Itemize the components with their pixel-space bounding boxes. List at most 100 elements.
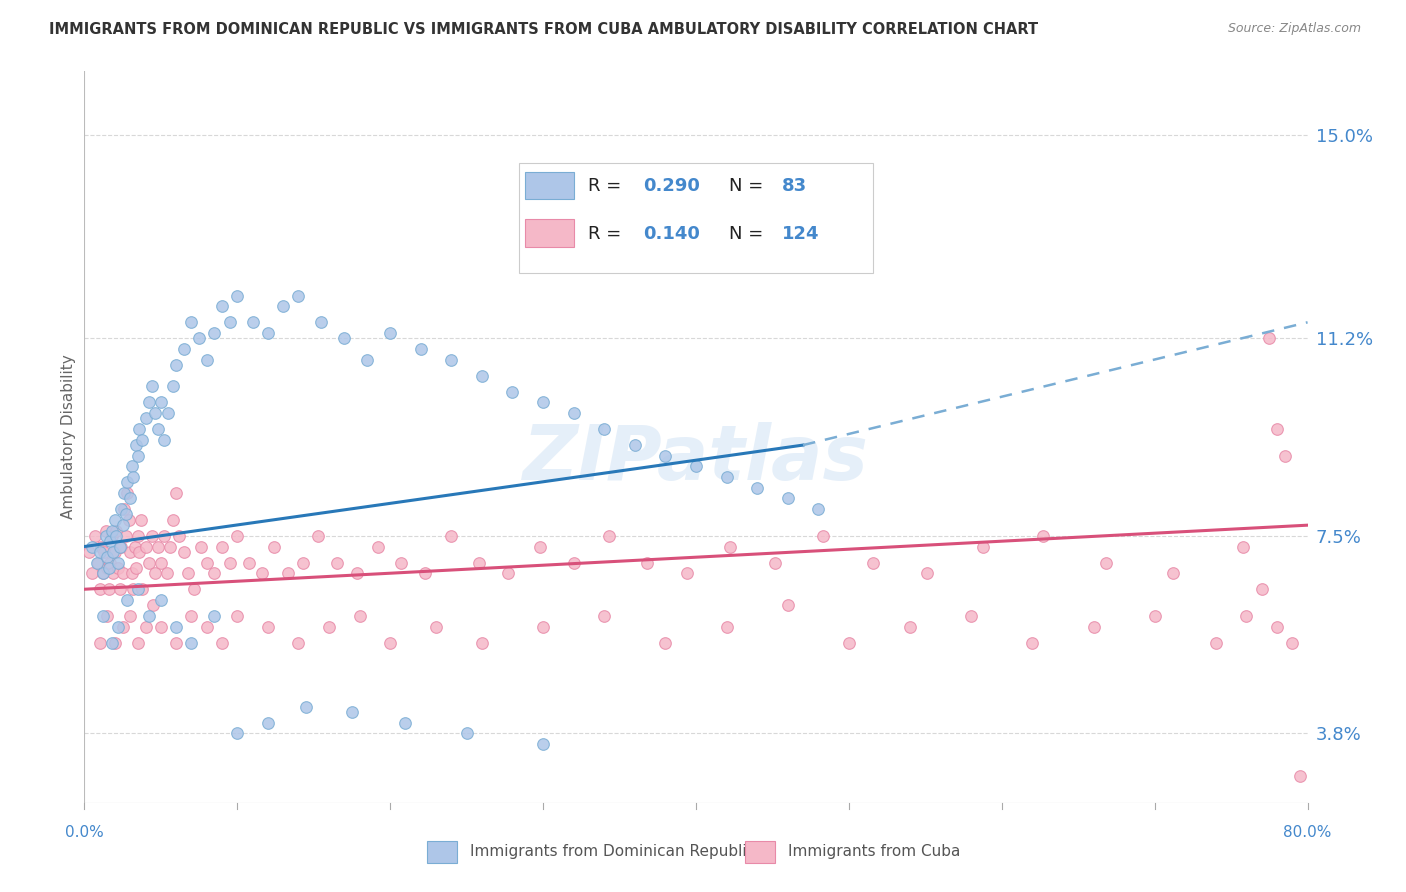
Point (531, 737, 554, 751)
Point (121, 459, 143, 474)
Point (307, 529, 329, 543)
Point (141, 529, 163, 543)
Point (380, 326, 402, 340)
Point (120, 609, 142, 624)
Point (162, 379, 184, 393)
FancyBboxPatch shape (519, 163, 873, 273)
Point (131, 433, 153, 447)
Point (115, 486, 138, 500)
Point (1083, 619, 1105, 633)
Point (107, 556, 129, 570)
Point (218, 556, 240, 570)
Point (115, 475, 138, 490)
Point (257, 326, 280, 340)
Text: 124: 124 (782, 226, 820, 244)
Point (142, 599, 165, 613)
Text: Immigrants from Cuba: Immigrants from Cuba (787, 845, 960, 859)
Point (1281, 635, 1303, 649)
Point (257, 715, 280, 730)
Point (1236, 609, 1258, 624)
FancyBboxPatch shape (427, 841, 457, 863)
Point (104, 635, 127, 649)
Text: IMMIGRANTS FROM DOMINICAN REPUBLIC VS IMMIGRANTS FROM CUBA AMBULATORY DISABILITY: IMMIGRANTS FROM DOMINICAN REPUBLIC VS IM… (49, 22, 1039, 37)
Point (77, 545, 100, 559)
Point (98, 534, 121, 549)
Point (97, 582, 120, 597)
Point (747, 481, 769, 495)
Point (101, 524, 124, 538)
Point (1094, 556, 1116, 570)
Point (211, 540, 233, 554)
Point (183, 582, 205, 597)
Point (112, 486, 135, 500)
Text: 0.140: 0.140 (644, 226, 700, 244)
Point (118, 513, 141, 527)
Point (318, 619, 340, 633)
Point (180, 315, 202, 329)
Point (114, 529, 136, 543)
Point (292, 556, 315, 570)
Point (91, 566, 114, 581)
Point (87, 556, 110, 570)
Point (125, 438, 148, 452)
Point (138, 609, 160, 624)
Point (173, 545, 195, 559)
Point (636, 556, 658, 570)
Point (110, 540, 132, 554)
Point (195, 556, 218, 570)
Point (127, 529, 149, 543)
Point (277, 566, 299, 581)
Point (128, 545, 150, 559)
Point (440, 352, 463, 367)
Point (112, 502, 135, 516)
Point (141, 379, 163, 393)
Point (811, 529, 834, 543)
Point (242, 315, 264, 329)
Point (121, 566, 143, 581)
Point (502, 384, 524, 399)
Point (86, 556, 108, 570)
Point (111, 566, 134, 581)
Point (180, 609, 202, 624)
FancyBboxPatch shape (745, 841, 776, 863)
Point (593, 609, 616, 624)
Point (389, 556, 412, 570)
Point (146, 422, 169, 436)
Point (287, 288, 309, 302)
Point (108, 582, 131, 597)
Point (89, 582, 111, 597)
Point (107, 561, 129, 575)
Point (135, 411, 157, 425)
Point (115, 593, 138, 607)
Point (128, 422, 150, 436)
Point (96, 550, 118, 565)
Point (685, 459, 707, 474)
Point (1143, 609, 1166, 624)
Point (716, 470, 738, 484)
Point (211, 635, 233, 649)
Point (149, 593, 172, 607)
Point (915, 566, 938, 581)
Point (97, 561, 120, 575)
FancyBboxPatch shape (524, 171, 574, 200)
Point (562, 406, 585, 420)
Point (972, 540, 994, 554)
Point (776, 599, 799, 613)
Point (1265, 422, 1288, 436)
Point (103, 545, 125, 559)
Text: N =: N = (728, 226, 769, 244)
Point (456, 726, 478, 740)
Point (1232, 540, 1254, 554)
Point (125, 561, 148, 575)
Text: N =: N = (728, 178, 769, 195)
Point (94, 529, 117, 543)
Point (135, 619, 157, 633)
Text: ZIPatlas: ZIPatlas (523, 422, 869, 496)
Point (91, 609, 114, 624)
Point (153, 433, 176, 447)
Point (127, 449, 149, 463)
Point (1032, 529, 1054, 543)
Point (195, 352, 218, 367)
Point (367, 540, 389, 554)
Point (149, 395, 172, 409)
